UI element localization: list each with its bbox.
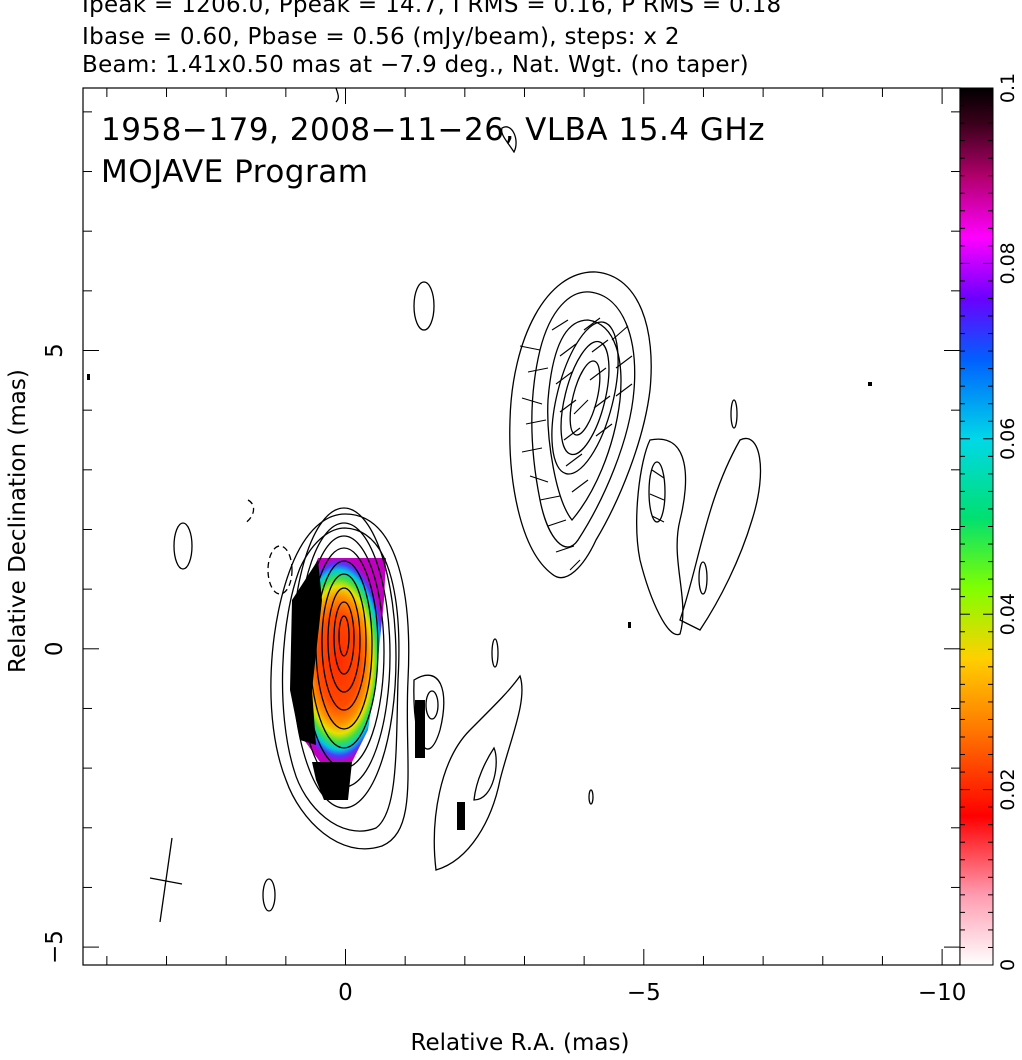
polarization-vectors [519,317,665,571]
header-line-beam: Beam: 1.41x0.50 mas at −7.9 deg., Nat. W… [82,52,749,78]
y-axis-label: Relative Declination (mas) [5,369,31,673]
beam-ellipse [149,837,183,923]
colorbar-labels: 0 0.02 0.04 0.06 0.08 0.1 [997,73,1019,971]
program-annotation: MOJAVE Program [101,154,369,190]
header-line-peaks: Ipeak = 1206.0, Ppeak = 14.7, I RMS = 0.… [82,0,782,18]
jet-contours [173,88,762,912]
colorbar-label: 0.04 [997,593,1019,635]
source-annotation: 1958−179, 2008−11−26, VLBA 15.4 GHz [101,112,765,148]
colorbar-label: 0 [997,959,1019,971]
y-tick-label: 5 [42,343,68,358]
y-tick-label: −5 [42,930,68,964]
x-tick-label: −10 [918,980,967,1006]
colorbar-label: 0.02 [997,768,1019,810]
core-polarization-map [290,558,465,830]
x-tick-label: −5 [627,980,661,1006]
plot-frame [82,87,961,966]
x-tick-labels: 0 −5 −10 [338,980,966,1006]
negative-contours [243,499,293,595]
axis-ticks [83,88,960,965]
colorbar-label: 0.1 [997,73,1019,103]
core-contours [270,507,410,850]
colorbar-ticks [960,87,993,966]
colorbar [959,87,994,966]
x-axis-label: Relative R.A. (mas) [410,1030,630,1056]
colorbar-label: 0.08 [997,242,1019,284]
y-tick-labels: −5 0 5 [42,343,68,964]
x-tick-label: 0 [338,980,353,1006]
colorbar-label: 0.06 [997,418,1019,460]
y-tick-label: 0 [42,641,68,656]
noise-specks [87,374,872,628]
header-line-base: Ibase = 0.60, Pbase = 0.56 (mJy/beam), s… [82,24,680,50]
